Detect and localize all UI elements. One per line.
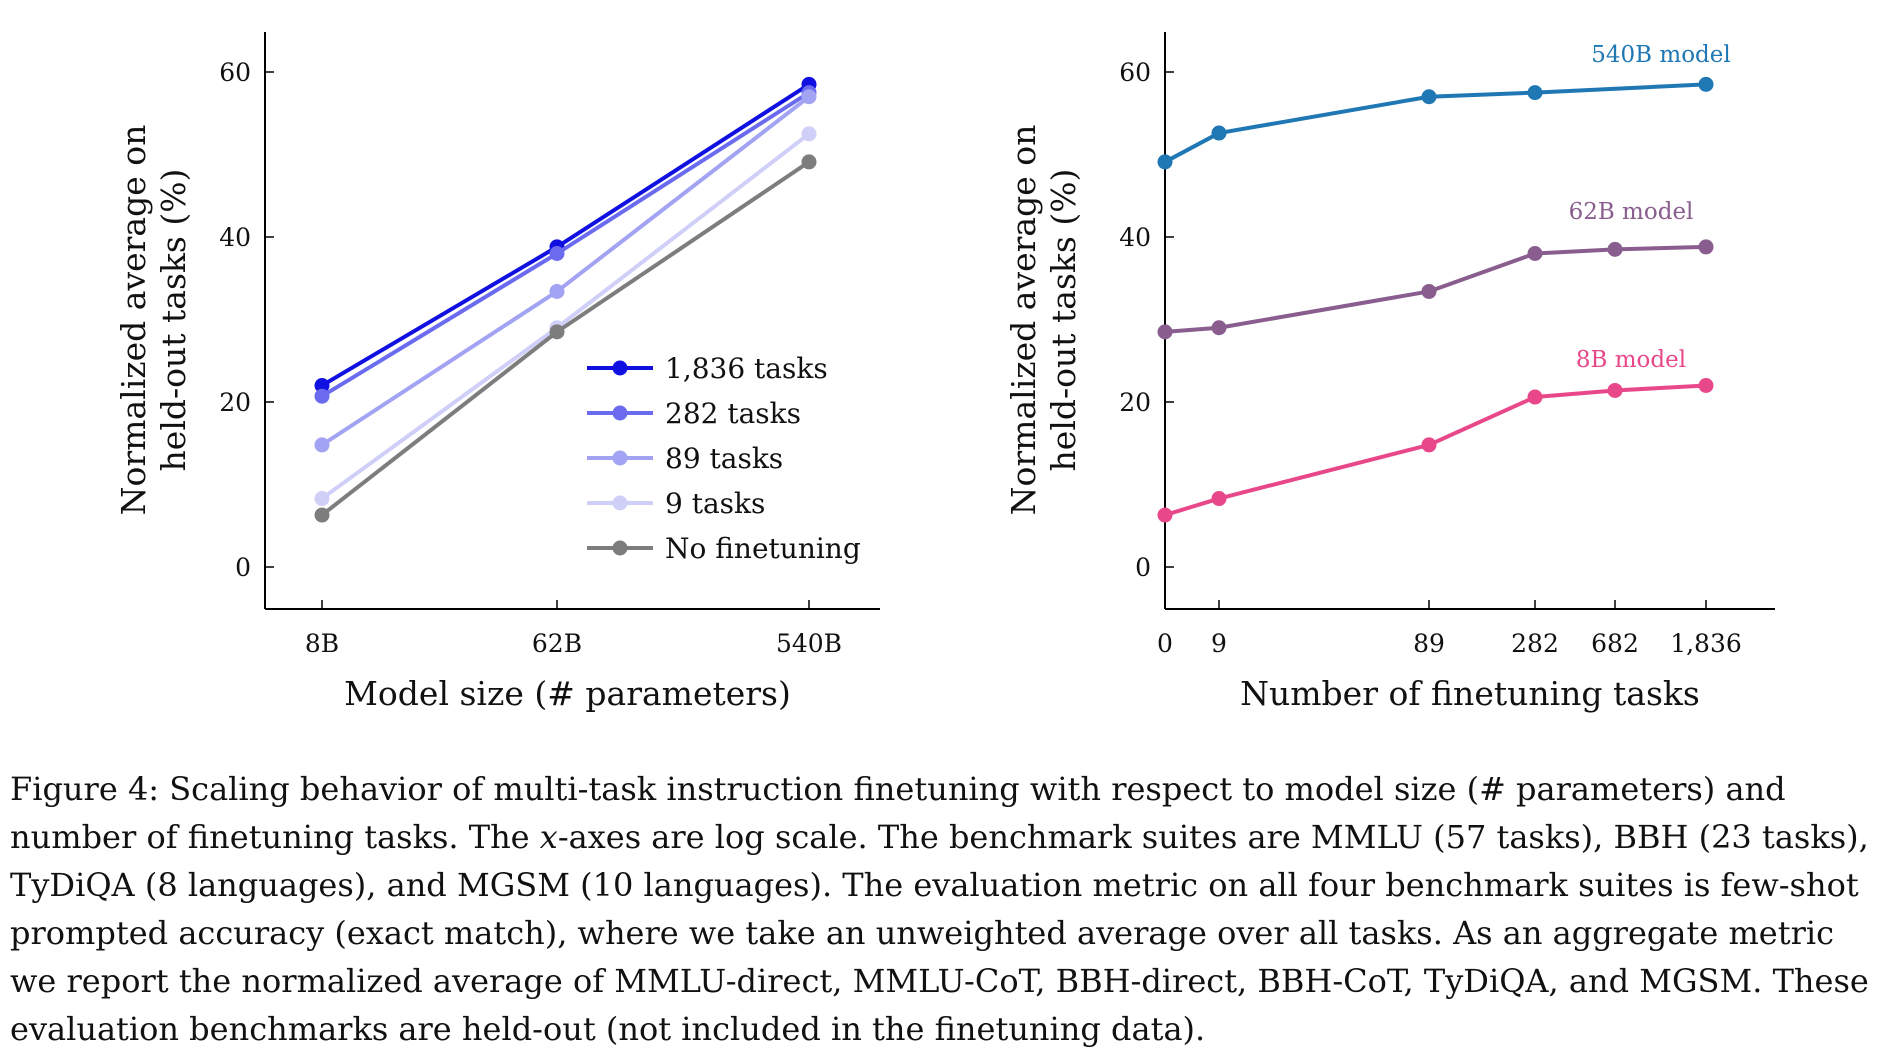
y-tick-label: 40 [1119,223,1151,252]
data-point [1211,491,1227,507]
chart-right: 0 20 40 60 0 9 89 282 682 1,836 Number of finetuni… [1004,32,1775,713]
legend-swatch-marker [612,495,628,511]
y-tick-label: 60 [219,58,251,87]
x-tick-label: 1,836 [1670,629,1742,658]
legend: 1,836 tasks 282 tasks 89 tasks 9 tasks No fi… [587,352,861,565]
data-point [549,324,565,340]
series-label: 62B model [1569,199,1694,225]
figure-caption: Figure 4: Scaling behavior of multi-task… [10,765,1876,1053]
data-point [1211,320,1227,336]
data-point [549,283,565,299]
data-point [1698,76,1714,92]
data-point [1527,85,1543,101]
chart-left: 0 20 40 60 8B 62B 540B Model size (# parameters… [114,32,880,713]
data-point [1607,241,1623,257]
y-tick-label: 0 [1135,553,1151,582]
data-point [314,507,330,523]
y-tick-label: 60 [1119,58,1151,87]
series-1-836-tasks [314,76,817,393]
data-point [1157,154,1173,170]
legend-label: 89 tasks [665,442,783,475]
series-89-tasks [314,89,817,453]
legend-label: 1,836 tasks [665,352,828,385]
y-tick-label: 0 [235,553,251,582]
caption-text-2: -axes are log scale. The benchmark suite… [10,818,1869,1048]
y-axis-label-line: held-out tasks (%) [1044,169,1083,472]
series-label: 540B model [1591,42,1730,68]
caption-x-symbol: x [539,818,558,856]
data-point [801,126,817,142]
data-point [1607,382,1623,398]
legend-swatch-marker [612,450,628,466]
data-point [314,491,330,507]
data-point [1421,437,1437,453]
data-point [1157,324,1173,340]
x-tick-label: 0 [1157,629,1173,658]
series-no-finetuning [314,154,817,523]
legend-swatch-marker [612,405,628,421]
y-axis-label-line: Normalized average on [1004,125,1043,516]
x-tick-label: 89 [1413,629,1445,658]
data-point [1698,378,1714,393]
y-tick-label: 40 [219,223,251,252]
data-point [1211,125,1227,141]
series-label: 8B model [1576,347,1686,373]
data-point [801,154,817,170]
x-tick-label: 282 [1511,629,1559,658]
legend-swatch-marker [612,360,628,376]
series-line [1164,383,1707,517]
y-tick-label: 20 [1119,388,1151,417]
series-line [320,95,811,447]
x-axis-label: Number of finetuning tasks [1240,674,1700,713]
data-point [1527,246,1543,261]
data-point [1421,89,1437,105]
data-point [1421,283,1437,299]
data-point [1527,389,1543,405]
x-tick-label: 62B [532,629,582,658]
x-tick-label: 9 [1211,629,1227,658]
figure: 0 20 40 60 8B 62B 540B Model size (# parameters… [114,32,1775,713]
y-axis-label-line: held-out tasks (%) [154,169,193,472]
data-point [314,437,330,453]
data-point [314,388,330,404]
data-point [1157,507,1173,523]
x-tick-label: 8B [305,629,339,658]
caption-text-1: Figure 4: Scaling behavior of multi-task… [10,770,1786,856]
series-line [1164,244,1707,334]
data-point [549,246,565,261]
legend-label: 282 tasks [665,397,801,430]
series-62b-model [1157,239,1714,340]
series-line [320,90,811,398]
series-line [320,82,811,388]
legend-swatch-marker [612,540,628,556]
data-point [314,378,330,393]
x-axis-label: Model size (# parameters) [344,674,791,713]
data-point [801,89,817,105]
series-540b-model [1157,76,1714,170]
series-282-tasks [314,85,817,404]
y-tick-label: 20 [219,388,251,417]
y-axis-label-line: Normalized average on [114,125,153,516]
series-8b-model [1157,378,1714,523]
legend-label: No finetuning [665,532,861,565]
x-tick-label: 682 [1591,629,1639,658]
data-point [1698,239,1714,255]
x-tick-label: 540B [776,629,842,658]
legend-label: 9 tasks [665,487,765,520]
